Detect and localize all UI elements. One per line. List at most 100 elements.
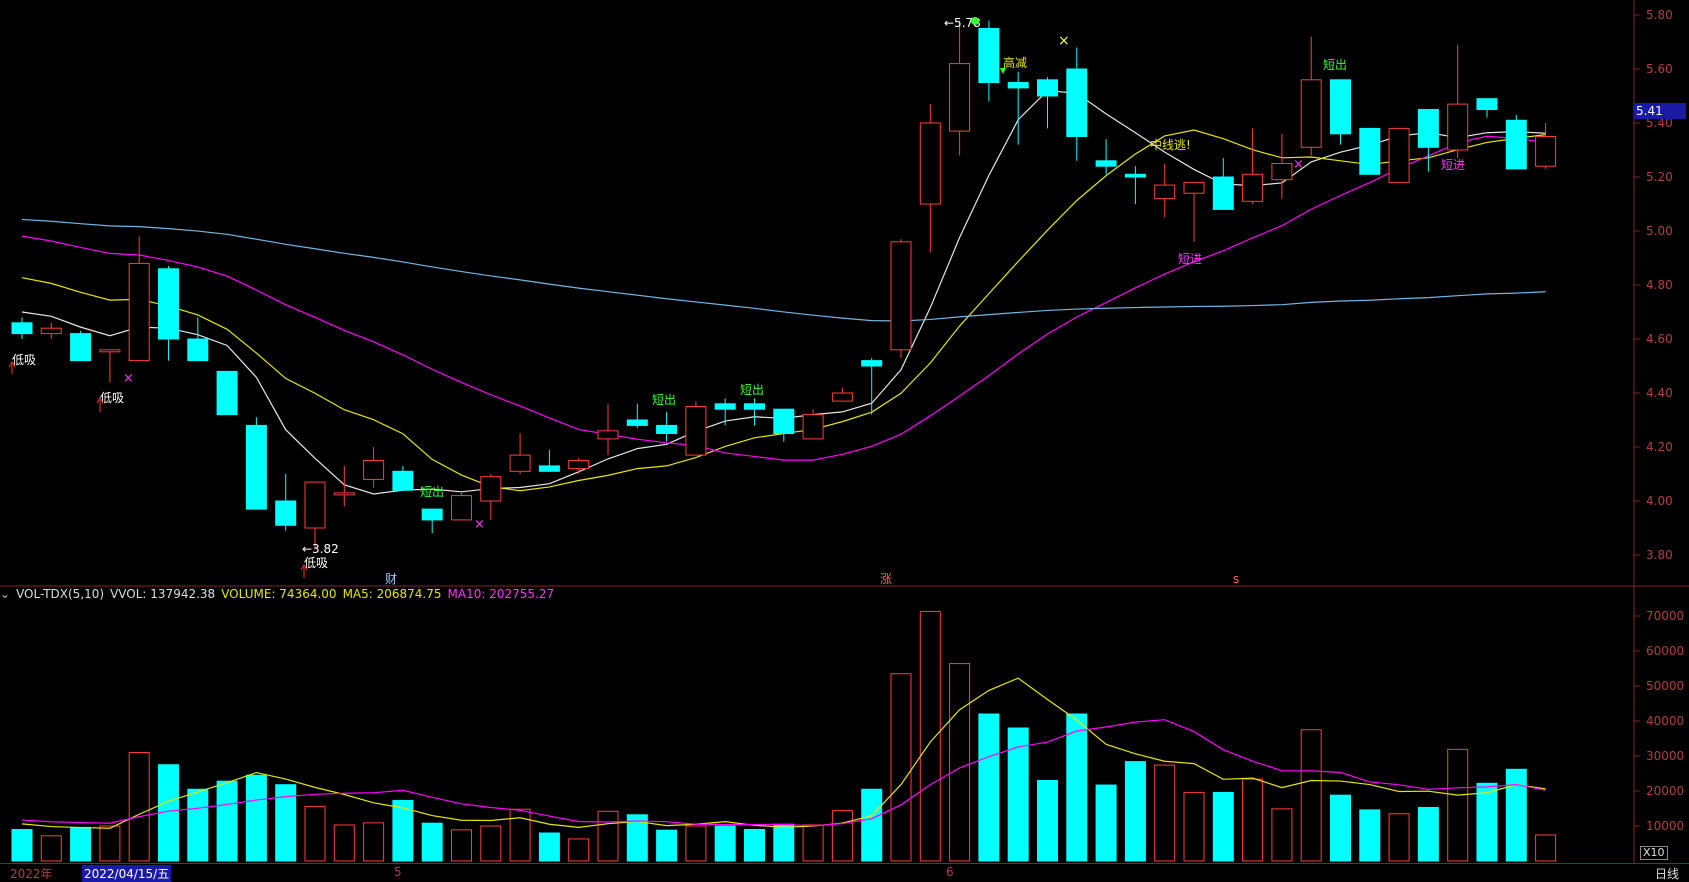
cross-marker-icon: × bbox=[1293, 157, 1304, 172]
volume-ma5-line bbox=[21, 677, 1546, 829]
indicator-ma5: MA5: 206874.75 bbox=[342, 587, 442, 601]
candle bbox=[1183, 181, 1205, 242]
volume-bar bbox=[802, 824, 824, 862]
candle bbox=[1066, 47, 1088, 161]
event-mark-zhang: 涨 bbox=[880, 571, 892, 586]
zoom-scale-badge[interactable]: X10 bbox=[1640, 846, 1668, 860]
volume-bar bbox=[70, 826, 92, 862]
volume-bar bbox=[275, 784, 297, 862]
volume-bar bbox=[304, 805, 326, 862]
candle bbox=[1330, 79, 1351, 145]
event-mark-s: s bbox=[1233, 572, 1239, 586]
price-tick-label: 3.80 bbox=[1646, 548, 1673, 562]
candle bbox=[1300, 36, 1322, 156]
volume-bar bbox=[773, 823, 795, 862]
volume-bar bbox=[1330, 794, 1351, 862]
volume-bar bbox=[1359, 809, 1381, 862]
candle bbox=[744, 398, 765, 426]
candle bbox=[1447, 44, 1469, 159]
candle bbox=[1212, 158, 1234, 210]
candle bbox=[919, 104, 941, 253]
candle bbox=[480, 474, 502, 520]
volume-bar bbox=[890, 673, 912, 862]
candle bbox=[1417, 109, 1439, 172]
candle bbox=[216, 370, 238, 416]
annotation-di-xi: 低吸 bbox=[304, 556, 328, 570]
candle bbox=[1095, 139, 1117, 175]
volume-bar bbox=[480, 825, 502, 862]
volume-bar bbox=[538, 832, 560, 862]
indicator-name[interactable]: VOL-TDX(5,10) bbox=[16, 587, 105, 601]
volume-bar bbox=[626, 814, 648, 862]
volume-bar bbox=[1154, 764, 1176, 862]
volume-bar bbox=[1066, 713, 1088, 862]
volume-bar-series[interactable] bbox=[11, 610, 1557, 862]
volume-bar bbox=[1183, 791, 1205, 862]
timeline-bar: 2022年 2022/04/15/五 5 6 日线 bbox=[0, 863, 1689, 882]
volume-ma-lines bbox=[21, 677, 1546, 829]
candle bbox=[11, 317, 33, 339]
candle bbox=[1154, 163, 1176, 218]
timeline-month-6: 6 bbox=[946, 865, 954, 879]
price-tick-label: 4.60 bbox=[1646, 332, 1673, 346]
candle bbox=[1359, 127, 1381, 175]
ma60-line bbox=[21, 218, 1546, 322]
volume-bar bbox=[333, 824, 355, 862]
volume-bar bbox=[744, 829, 765, 862]
candle bbox=[714, 398, 736, 426]
cross-marker-icon: × bbox=[474, 517, 485, 532]
candle bbox=[187, 317, 209, 362]
candle bbox=[158, 266, 179, 361]
volume-bar bbox=[1271, 808, 1293, 862]
period-selector[interactable]: 日线 bbox=[1654, 867, 1679, 881]
candle bbox=[245, 417, 267, 510]
volume-bar bbox=[40, 835, 62, 862]
volume-bar bbox=[187, 788, 209, 862]
annotation-low-price: ←3.82 bbox=[302, 542, 339, 556]
volume-bar bbox=[392, 799, 414, 862]
volume-bar bbox=[714, 825, 736, 862]
volume-bar bbox=[11, 829, 33, 862]
candlestick-series[interactable] bbox=[11, 20, 1557, 550]
volume-bar bbox=[99, 825, 121, 862]
candle bbox=[275, 474, 297, 531]
volume-bar bbox=[1388, 813, 1410, 862]
volume-bar bbox=[919, 610, 941, 862]
volume-bar bbox=[1476, 782, 1498, 862]
volume-bar bbox=[1212, 791, 1234, 862]
volume-bar bbox=[597, 810, 619, 862]
buy-arrow-icon bbox=[8, 361, 16, 374]
volume-bar bbox=[216, 780, 238, 862]
candle bbox=[978, 20, 1000, 102]
cross-marker-icon: × bbox=[123, 371, 134, 386]
buy-arrow-icon bbox=[96, 397, 104, 412]
candle bbox=[333, 465, 355, 507]
volume-bar bbox=[1007, 727, 1029, 862]
collapse-icon[interactable]: ⌄ bbox=[0, 587, 11, 601]
candle bbox=[304, 481, 326, 550]
candle bbox=[392, 465, 414, 491]
volume-tick-label: 20000 bbox=[1646, 784, 1684, 798]
price-tick-label: 5.20 bbox=[1646, 170, 1673, 184]
candle bbox=[40, 322, 62, 339]
price-tick-label: 5.60 bbox=[1646, 62, 1673, 76]
annotation-duan-chu: 短出 bbox=[420, 485, 444, 499]
indicator-info-bar: ⌄ VOL-TDX(5,10) VVOL: 137942.38 VOLUME: 743… bbox=[0, 587, 560, 601]
volume-bar bbox=[1037, 780, 1058, 862]
down-triangle-icon bbox=[1000, 68, 1006, 74]
candle bbox=[1535, 123, 1557, 169]
candle bbox=[363, 447, 385, 488]
volume-bar bbox=[1300, 729, 1322, 862]
candle bbox=[1505, 114, 1527, 170]
candle bbox=[831, 387, 853, 402]
volume-bar bbox=[128, 752, 150, 862]
volume-bar bbox=[363, 822, 385, 862]
candle bbox=[1124, 166, 1146, 204]
timeline-month-5: 5 bbox=[394, 865, 402, 879]
volume-bar bbox=[1447, 748, 1469, 862]
candle bbox=[538, 449, 560, 472]
price-tick-label: 5.00 bbox=[1646, 224, 1673, 238]
selected-date[interactable]: 2022/04/15/五 bbox=[82, 865, 172, 882]
annotation-duan-chu: 短出 bbox=[652, 393, 676, 407]
